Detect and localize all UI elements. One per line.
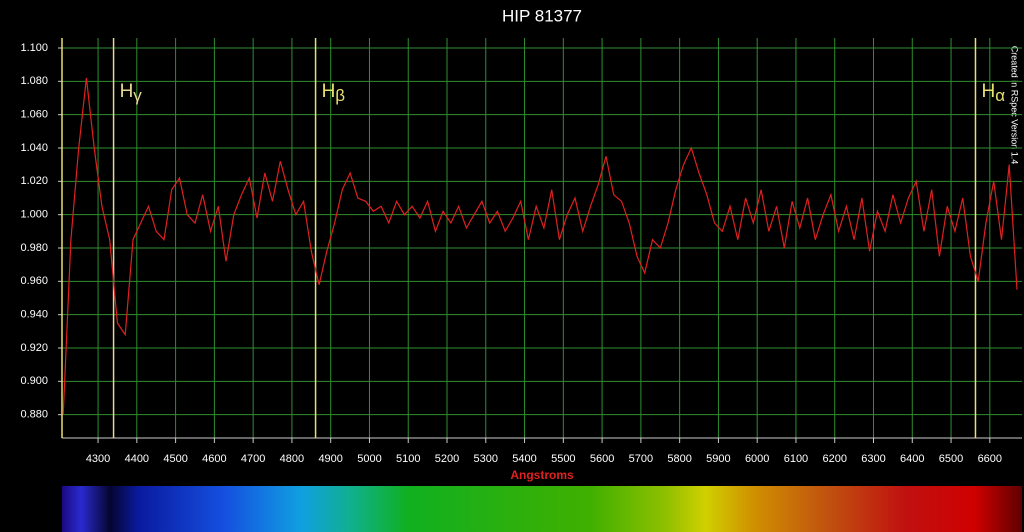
x-tick-label: 5600 <box>590 453 614 465</box>
marker-label-main: H <box>981 81 995 102</box>
x-tick-label: 6400 <box>900 453 924 465</box>
y-tick-label: 0.960 <box>20 275 48 287</box>
x-tick-label: 6500 <box>939 453 963 465</box>
x-axis-label: Angstroms <box>510 468 574 482</box>
y-tick-label: 1.020 <box>20 175 48 187</box>
marker-label-sub: α <box>995 86 1005 105</box>
y-tick-label: 0.880 <box>20 409 48 421</box>
x-tick-label: 6200 <box>822 453 846 465</box>
x-tick-label: 6000 <box>745 453 769 465</box>
x-tick-label: 6100 <box>784 453 808 465</box>
x-tick-label: 6600 <box>978 453 1002 465</box>
x-tick-label: 6300 <box>861 453 885 465</box>
marker-label: Hα <box>981 81 1005 105</box>
marker-label: Hβ <box>322 81 346 105</box>
x-tick-label: 5100 <box>396 453 420 465</box>
x-tick-label: 5200 <box>435 453 459 465</box>
x-tick-label: 5400 <box>512 453 536 465</box>
marker-label-sub: β <box>335 86 345 105</box>
spectrum-line <box>62 77 1018 415</box>
x-tick-label: 4700 <box>241 453 265 465</box>
y-tick-label: 1.060 <box>20 109 48 121</box>
y-tick-label: 1.040 <box>20 142 48 154</box>
y-tick-label: 1.100 <box>20 42 48 54</box>
x-tick-label: 5800 <box>667 453 691 465</box>
x-tick-label: 5000 <box>357 453 381 465</box>
marker-label-sub: γ <box>133 86 142 105</box>
x-tick-label: 5300 <box>474 453 498 465</box>
x-tick-label: 4600 <box>202 453 226 465</box>
chart-title: HIP 81377 <box>502 6 582 25</box>
x-tick-label: 5500 <box>551 453 575 465</box>
x-tick-label: 4800 <box>280 453 304 465</box>
y-tick-label: 1.000 <box>20 209 48 221</box>
y-tick-label: 0.900 <box>20 375 48 387</box>
spectrum-bar <box>62 486 1022 532</box>
y-tick-label: 0.940 <box>20 309 48 321</box>
x-tick-label: 5700 <box>629 453 653 465</box>
x-tick-label: 4500 <box>163 453 187 465</box>
y-tick-label: 1.080 <box>20 75 48 87</box>
x-tick-label: 4300 <box>86 453 110 465</box>
watermark: Created in RSpec Version 1.4 <box>1010 46 1020 165</box>
x-tick-label: 5900 <box>706 453 730 465</box>
x-tick-label: 4400 <box>125 453 149 465</box>
marker-label: Hγ <box>120 81 143 105</box>
marker-label-main: H <box>120 81 134 102</box>
marker-label-main: H <box>322 81 336 102</box>
y-tick-label: 0.920 <box>20 342 48 354</box>
x-tick-label: 4900 <box>318 453 342 465</box>
y-tick-label: 0.980 <box>20 242 48 254</box>
